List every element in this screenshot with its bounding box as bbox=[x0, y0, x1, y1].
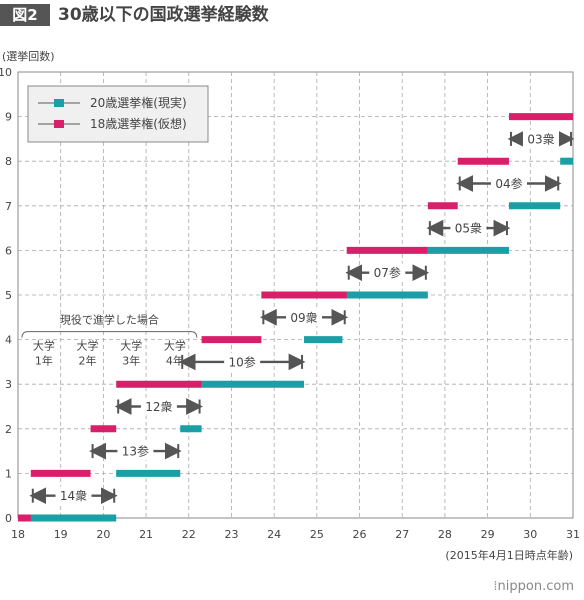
logo-text: nippon.com bbox=[497, 579, 574, 594]
election-label-bg bbox=[224, 352, 261, 371]
legend-label: 18歳選挙権(仮想) bbox=[90, 116, 187, 131]
election-label: 04参 bbox=[495, 176, 522, 191]
nippon-logo: ⁞nippon.com bbox=[493, 579, 574, 594]
legend-swatch bbox=[54, 99, 64, 107]
x-tick-label: 31 bbox=[566, 528, 580, 541]
y-tick-label: 8 bbox=[5, 155, 12, 168]
x-tick-label: 28 bbox=[438, 528, 452, 541]
student-year-label: 大学 bbox=[164, 339, 186, 353]
y-tick-label: 1 bbox=[5, 467, 12, 480]
x-tick-label: 20 bbox=[96, 528, 110, 541]
election-label: 05衆 bbox=[455, 222, 482, 236]
student-year-label: 1年 bbox=[35, 354, 53, 368]
x-tick-label: 26 bbox=[353, 528, 367, 541]
legend-swatch bbox=[54, 120, 64, 128]
x-axis-label: (2015年4月1日時点年齢) bbox=[445, 548, 573, 562]
student-year-label: 2年 bbox=[79, 354, 97, 368]
student-year-label: 大学 bbox=[33, 339, 55, 353]
y-tick-label: 5 bbox=[5, 289, 12, 302]
election-label: 12衆 bbox=[145, 400, 172, 414]
x-tick-label: 30 bbox=[523, 528, 537, 541]
election-label-bg bbox=[369, 263, 406, 282]
election-label-bg bbox=[140, 397, 177, 416]
election-label-bg bbox=[286, 308, 323, 327]
election-label-bg bbox=[55, 486, 92, 505]
election-label-bg bbox=[117, 442, 154, 461]
election-label: 03衆 bbox=[527, 132, 554, 146]
x-tick-label: 18 bbox=[11, 528, 25, 541]
x-tick-label: 25 bbox=[310, 528, 324, 541]
student-bracket bbox=[21, 331, 198, 338]
x-tick-label: 22 bbox=[182, 528, 196, 541]
legend-box bbox=[27, 85, 209, 143]
election-label: 10参 bbox=[228, 354, 255, 369]
y-tick-label: 7 bbox=[5, 200, 12, 213]
election-label: 13参 bbox=[122, 444, 149, 459]
student-year-label: 大学 bbox=[77, 339, 99, 353]
legend-label: 20歳選挙権(現実) bbox=[90, 95, 187, 110]
y-tick-label: 2 bbox=[5, 423, 12, 436]
y-tick-label: 4 bbox=[5, 334, 12, 347]
y-tick-label: 9 bbox=[5, 111, 12, 124]
x-tick-label: 29 bbox=[481, 528, 495, 541]
figure-badge: 図2 bbox=[0, 4, 50, 26]
student-year-label: 4年 bbox=[166, 354, 184, 368]
election-label-bg bbox=[522, 129, 559, 148]
y-axis-label: (選挙回数) bbox=[2, 50, 55, 63]
x-tick-label: 23 bbox=[224, 528, 238, 541]
student-label: 現役で進学した場合 bbox=[60, 313, 159, 327]
student-year-label: 大学 bbox=[120, 339, 142, 353]
figure-title: 30歳以下の国政選挙経験数 bbox=[58, 5, 269, 25]
x-tick-label: 19 bbox=[54, 528, 68, 541]
y-tick-label: 0 bbox=[5, 512, 12, 525]
x-tick-label: 27 bbox=[395, 528, 409, 541]
election-label: 09衆 bbox=[290, 311, 317, 325]
y-tick-label: 3 bbox=[5, 378, 12, 391]
x-tick-label: 21 bbox=[139, 528, 153, 541]
election-label: 07参 bbox=[374, 265, 401, 280]
figure-header: 図2 30歳以下の国政選挙経験数 bbox=[0, 0, 584, 30]
x-tick-label: 24 bbox=[267, 528, 281, 541]
election-label: 14衆 bbox=[60, 489, 87, 503]
student-year-label: 3年 bbox=[122, 354, 140, 368]
election-label-bg bbox=[450, 219, 487, 238]
y-tick-label: 10 bbox=[0, 66, 12, 79]
y-tick-label: 6 bbox=[5, 244, 12, 257]
logo-mark: ⁞ bbox=[493, 579, 498, 594]
election-label-bg bbox=[490, 174, 527, 193]
